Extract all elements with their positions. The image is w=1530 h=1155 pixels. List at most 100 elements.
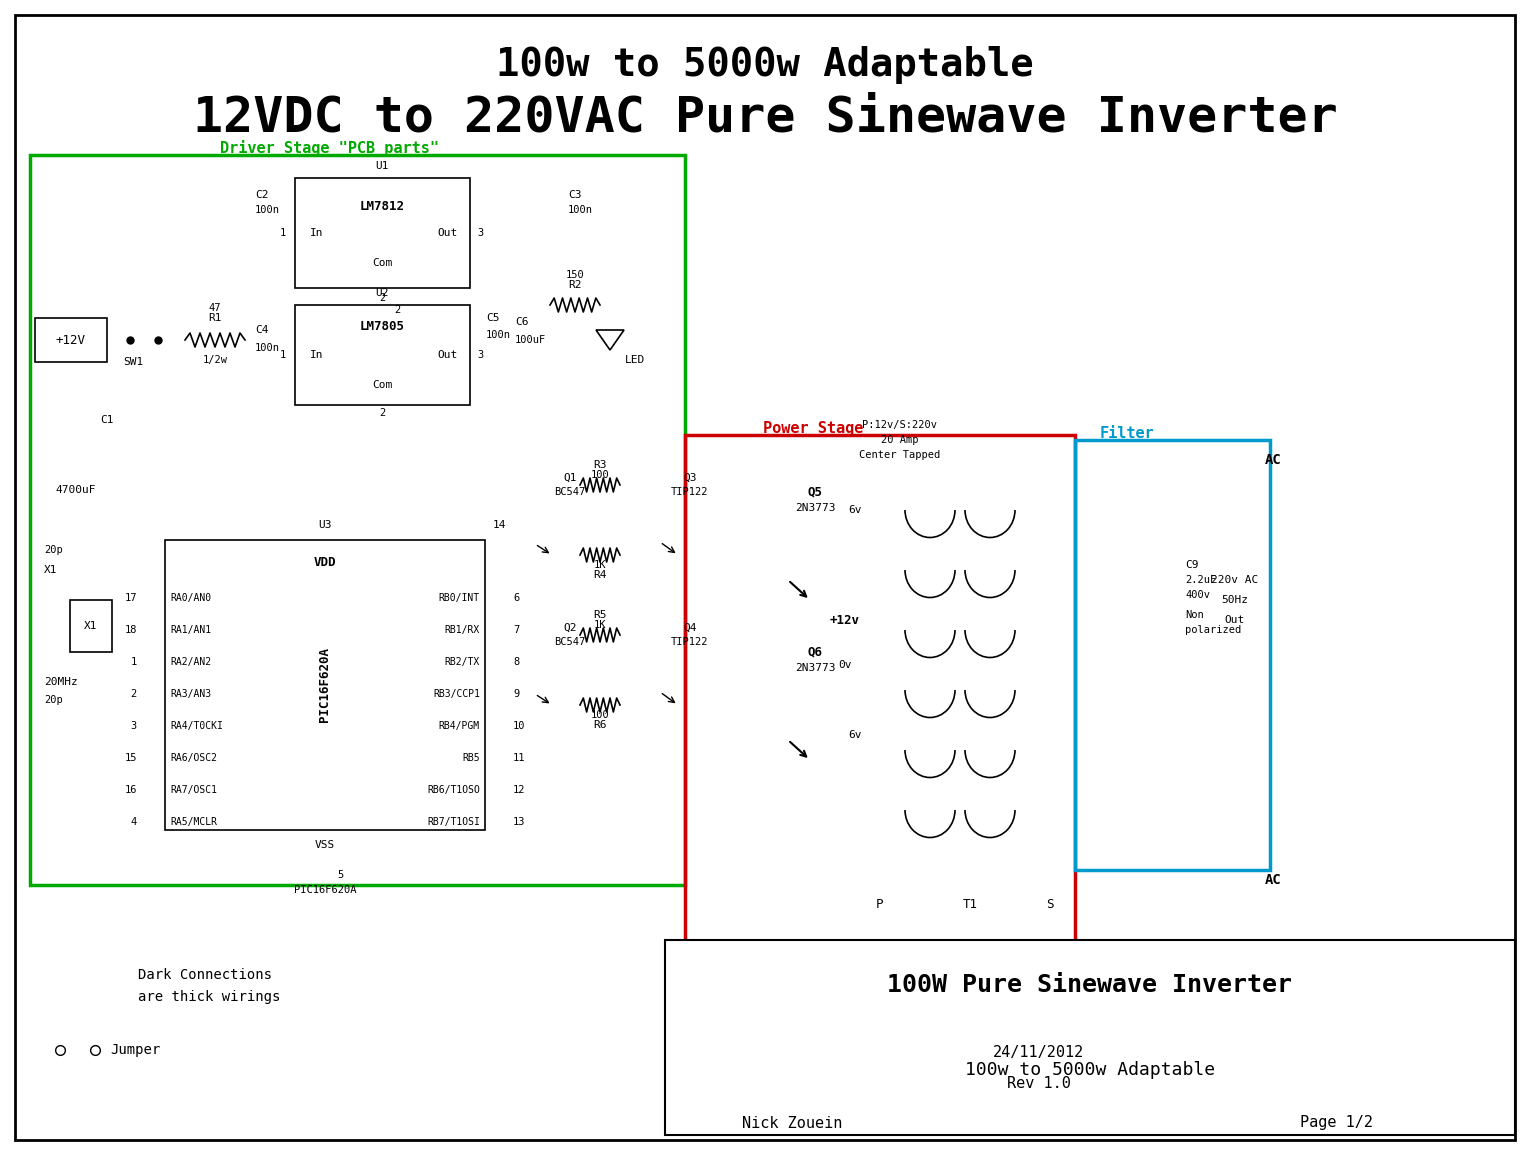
Text: 20 Amp: 20 Amp bbox=[881, 435, 918, 445]
Text: RA3/AN3: RA3/AN3 bbox=[170, 690, 211, 699]
Text: X1: X1 bbox=[44, 565, 58, 575]
Text: C9: C9 bbox=[1186, 560, 1198, 571]
Text: X1: X1 bbox=[84, 621, 98, 631]
Text: 20p: 20p bbox=[44, 545, 63, 556]
Text: Com: Com bbox=[372, 380, 392, 390]
Text: RB7/T1OSI: RB7/T1OSI bbox=[427, 817, 480, 827]
Text: 2N3773: 2N3773 bbox=[794, 502, 835, 513]
Text: R2: R2 bbox=[568, 280, 581, 290]
Text: Q1: Q1 bbox=[563, 474, 577, 483]
Text: 100n: 100n bbox=[487, 330, 511, 340]
Text: In: In bbox=[311, 350, 324, 360]
Bar bbox=[295, 178, 470, 288]
Text: In: In bbox=[311, 228, 324, 238]
Text: C4: C4 bbox=[256, 325, 268, 335]
Text: RA0/AN0: RA0/AN0 bbox=[170, 593, 211, 603]
Text: 1: 1 bbox=[280, 228, 286, 238]
Text: RB1/RX: RB1/RX bbox=[445, 625, 480, 635]
Text: Out: Out bbox=[438, 350, 457, 360]
Text: +12V: +12V bbox=[57, 334, 86, 346]
Text: RB0/INT: RB0/INT bbox=[439, 593, 480, 603]
Text: 4: 4 bbox=[130, 817, 138, 827]
Text: Filter: Filter bbox=[1100, 425, 1155, 440]
Text: 47: 47 bbox=[208, 303, 222, 313]
Text: R5: R5 bbox=[594, 610, 607, 620]
Text: U2: U2 bbox=[375, 288, 389, 298]
Text: TIP122: TIP122 bbox=[672, 638, 708, 647]
Bar bbox=[295, 305, 470, 405]
Text: 400v: 400v bbox=[1186, 590, 1210, 599]
Text: 50Hz: 50Hz bbox=[1221, 595, 1248, 605]
Bar bbox=[70, 599, 112, 653]
Bar bbox=[666, 940, 1515, 1135]
Text: 9: 9 bbox=[513, 690, 519, 699]
Text: 14: 14 bbox=[493, 520, 506, 530]
Text: Com: Com bbox=[372, 258, 392, 268]
Text: 100: 100 bbox=[591, 710, 609, 720]
Text: Jumper: Jumper bbox=[110, 1043, 161, 1057]
Text: Q5: Q5 bbox=[808, 485, 823, 499]
Text: 100W Pure Sinewave Inverter: 100W Pure Sinewave Inverter bbox=[887, 973, 1293, 997]
Text: U1: U1 bbox=[375, 161, 389, 171]
Text: Nick Zouein: Nick Zouein bbox=[742, 1116, 843, 1131]
Text: 100uF: 100uF bbox=[516, 335, 546, 345]
Text: LM7812: LM7812 bbox=[360, 200, 404, 213]
Text: 6: 6 bbox=[513, 593, 519, 603]
Bar bbox=[685, 435, 1076, 964]
Bar bbox=[35, 318, 107, 362]
Text: Driver Stage "PCB parts": Driver Stage "PCB parts" bbox=[220, 140, 439, 156]
Text: 220v AC: 220v AC bbox=[1212, 575, 1259, 584]
Text: 3: 3 bbox=[477, 350, 483, 360]
Text: polarized: polarized bbox=[1186, 625, 1241, 635]
Text: 20MHz: 20MHz bbox=[44, 677, 78, 687]
Text: Q2: Q2 bbox=[563, 623, 577, 633]
Text: +12v: +12v bbox=[829, 613, 860, 626]
Text: 2: 2 bbox=[379, 408, 386, 418]
Text: 4700uF: 4700uF bbox=[55, 485, 95, 495]
Text: RB3/CCP1: RB3/CCP1 bbox=[433, 690, 480, 699]
Text: C3: C3 bbox=[568, 191, 581, 200]
Text: 1K: 1K bbox=[594, 560, 606, 571]
Text: SW1: SW1 bbox=[122, 357, 144, 367]
Bar bbox=[1076, 440, 1270, 870]
Text: C1: C1 bbox=[99, 415, 113, 425]
Text: 11: 11 bbox=[513, 753, 525, 763]
Text: RA5/MCLR: RA5/MCLR bbox=[170, 817, 217, 827]
Text: Q3: Q3 bbox=[684, 474, 696, 483]
Text: 0v: 0v bbox=[838, 660, 852, 670]
Text: RA2/AN2: RA2/AN2 bbox=[170, 657, 211, 666]
Text: 150: 150 bbox=[566, 270, 584, 280]
Text: 2N3773: 2N3773 bbox=[794, 663, 835, 673]
Text: C5: C5 bbox=[487, 313, 499, 323]
Text: Center Tapped: Center Tapped bbox=[860, 450, 941, 460]
Text: 100n: 100n bbox=[568, 204, 594, 215]
Text: BC547: BC547 bbox=[554, 487, 586, 497]
Text: 24/11/2012: 24/11/2012 bbox=[993, 1045, 1085, 1060]
Text: 15: 15 bbox=[124, 753, 138, 763]
Text: AC: AC bbox=[1265, 453, 1282, 467]
Text: 8: 8 bbox=[513, 657, 519, 666]
Text: 100w to 5000w Adaptable: 100w to 5000w Adaptable bbox=[496, 46, 1034, 84]
Text: T1: T1 bbox=[962, 899, 978, 911]
Text: BC547: BC547 bbox=[554, 638, 586, 647]
Text: RA4/T0CKI: RA4/T0CKI bbox=[170, 721, 223, 731]
Text: RB5: RB5 bbox=[462, 753, 480, 763]
Bar bbox=[165, 541, 485, 830]
Text: Out: Out bbox=[438, 228, 457, 238]
Text: 5: 5 bbox=[337, 870, 343, 880]
Text: 1K: 1K bbox=[594, 620, 606, 629]
Text: S: S bbox=[1047, 899, 1054, 911]
Text: RA1/AN1: RA1/AN1 bbox=[170, 625, 211, 635]
Text: 12VDC to 220VAC Pure Sinewave Inverter: 12VDC to 220VAC Pure Sinewave Inverter bbox=[193, 94, 1337, 142]
Text: C6: C6 bbox=[516, 316, 528, 327]
Text: LED: LED bbox=[624, 355, 646, 365]
Text: 2: 2 bbox=[130, 690, 138, 699]
Text: 10: 10 bbox=[513, 721, 525, 731]
Text: PIC16F620A: PIC16F620A bbox=[318, 648, 332, 723]
Text: P:12v/S:220v: P:12v/S:220v bbox=[863, 420, 938, 430]
Text: 2.2uF: 2.2uF bbox=[1186, 575, 1216, 584]
Text: 100n: 100n bbox=[256, 343, 280, 353]
Text: Power Stage: Power Stage bbox=[763, 420, 863, 435]
Text: R3: R3 bbox=[594, 460, 607, 470]
Text: RB4/PGM: RB4/PGM bbox=[439, 721, 480, 731]
